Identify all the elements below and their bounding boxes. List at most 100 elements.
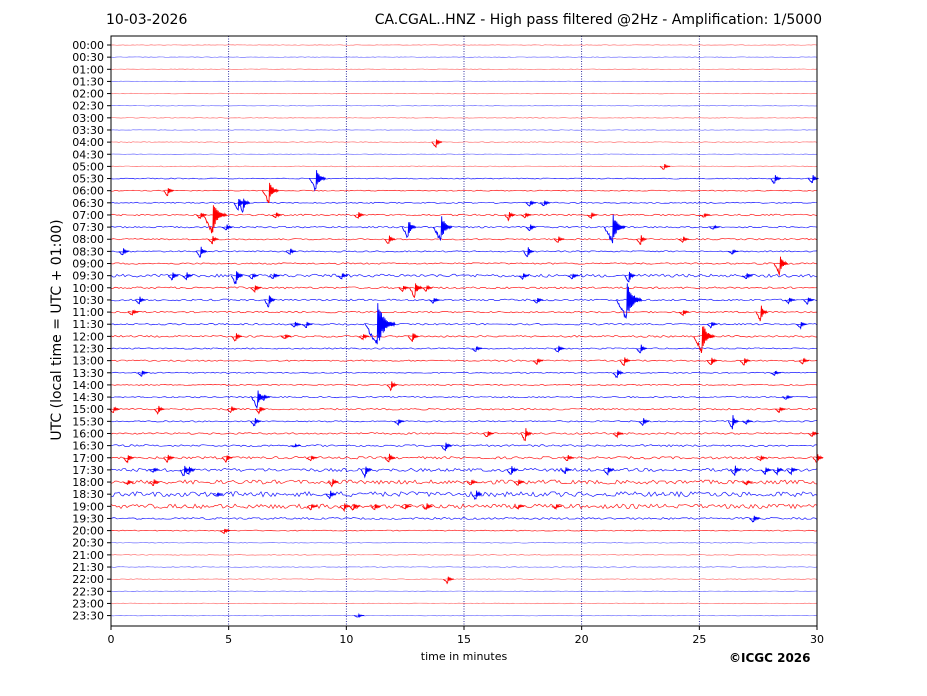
event-108 bbox=[812, 454, 824, 463]
event-102 bbox=[163, 454, 174, 464]
event-69 bbox=[693, 326, 715, 353]
event-26 bbox=[384, 235, 396, 244]
y-tick-label-04:00: 04:00 bbox=[72, 136, 104, 149]
trace-03:30 bbox=[110, 129, 818, 131]
y-axis-label: UTC (local time = UTC + 01:00) bbox=[49, 219, 65, 441]
event-113 bbox=[506, 466, 518, 475]
event-114 bbox=[560, 467, 572, 475]
event-133 bbox=[400, 503, 412, 510]
y-tick-label-20:30: 20:30 bbox=[72, 537, 104, 550]
event-76 bbox=[739, 358, 751, 366]
event-107 bbox=[756, 455, 767, 462]
event-23 bbox=[603, 214, 626, 244]
event-5 bbox=[163, 188, 175, 197]
trace-00:00 bbox=[110, 44, 818, 46]
y-tick-label-08:30: 08:30 bbox=[72, 245, 104, 258]
event-117 bbox=[760, 467, 772, 475]
y-tick-label-17:00: 17:00 bbox=[72, 452, 104, 465]
event-101 bbox=[123, 455, 134, 464]
trace-11:30 bbox=[110, 323, 818, 326]
event-136 bbox=[551, 503, 563, 510]
y-tick-label-07:30: 07:30 bbox=[72, 221, 104, 234]
event-1 bbox=[659, 164, 671, 170]
event-104 bbox=[306, 455, 318, 462]
seismic-events bbox=[109, 139, 824, 618]
event-110 bbox=[179, 465, 191, 477]
trace-08:30 bbox=[110, 250, 818, 253]
event-79 bbox=[612, 369, 624, 379]
event-58 bbox=[678, 310, 690, 317]
event-129 bbox=[306, 503, 318, 511]
y-tick-label-08:00: 08:00 bbox=[72, 233, 104, 246]
y-tick-label-11:30: 11:30 bbox=[72, 318, 104, 331]
event-41 bbox=[337, 272, 349, 280]
seismic-traces bbox=[110, 44, 818, 617]
event-49 bbox=[422, 284, 433, 292]
event-29 bbox=[678, 236, 690, 243]
event-87 bbox=[226, 406, 238, 414]
x-tick-label-5: 5 bbox=[225, 633, 232, 646]
event-105 bbox=[384, 453, 396, 463]
event-43 bbox=[568, 273, 579, 280]
y-tick-label-05:00: 05:00 bbox=[72, 160, 104, 173]
event-97 bbox=[612, 430, 624, 439]
event-54 bbox=[616, 283, 643, 319]
event-118 bbox=[772, 467, 784, 476]
event-73 bbox=[532, 357, 544, 365]
event-9 bbox=[525, 200, 537, 207]
event-0 bbox=[431, 139, 443, 149]
trace-20:30 bbox=[110, 541, 818, 544]
y-tick-label-15:00: 15:00 bbox=[72, 403, 104, 416]
y-tick-label-20:00: 20:00 bbox=[72, 525, 104, 538]
trace-18:30 bbox=[110, 490, 818, 498]
trace-03:00 bbox=[110, 117, 818, 119]
event-89 bbox=[775, 407, 786, 414]
y-tick-label-22:00: 22:00 bbox=[72, 573, 104, 586]
y-tick-label-23:30: 23:30 bbox=[72, 610, 104, 623]
event-64 bbox=[796, 322, 807, 330]
trace-05:30 bbox=[110, 177, 818, 180]
grid-lines bbox=[228, 36, 700, 626]
event-66 bbox=[280, 334, 292, 340]
y-tick-label-21:30: 21:30 bbox=[72, 561, 104, 574]
y-tick-label-11:00: 11:00 bbox=[72, 306, 104, 319]
y-tick-label-19:00: 19:00 bbox=[72, 500, 104, 513]
event-103 bbox=[221, 455, 233, 463]
event-140 bbox=[353, 612, 365, 618]
y-tick-label-14:00: 14:00 bbox=[72, 379, 104, 392]
event-111 bbox=[184, 466, 196, 476]
event-137 bbox=[749, 515, 760, 523]
x-tick-label-10: 10 bbox=[339, 633, 353, 646]
event-62 bbox=[364, 303, 396, 345]
event-91 bbox=[393, 419, 405, 426]
trace-23:00 bbox=[110, 602, 818, 605]
event-45 bbox=[742, 273, 753, 280]
event-8 bbox=[237, 198, 251, 213]
event-21 bbox=[432, 216, 453, 241]
y-tick-label-03:00: 03:00 bbox=[72, 112, 104, 125]
y-tick-label-04:30: 04:30 bbox=[72, 148, 104, 161]
event-53 bbox=[532, 298, 544, 304]
event-63 bbox=[706, 321, 718, 329]
event-27 bbox=[553, 236, 565, 243]
event-83 bbox=[259, 394, 271, 401]
event-34 bbox=[728, 249, 739, 255]
x-tick-label-30: 30 bbox=[810, 633, 824, 646]
y-tick-label-13:30: 13:30 bbox=[72, 367, 104, 380]
event-88 bbox=[255, 407, 266, 415]
event-3 bbox=[770, 175, 782, 184]
y-tick-label-16:00: 16:00 bbox=[72, 427, 104, 440]
trace-14:00 bbox=[110, 383, 818, 386]
y-tick-label-16:30: 16:30 bbox=[72, 440, 104, 453]
event-28 bbox=[636, 235, 647, 245]
event-77 bbox=[798, 357, 810, 365]
trace-08:00 bbox=[110, 238, 818, 241]
y-tick-label-18:00: 18:00 bbox=[72, 476, 104, 489]
event-24 bbox=[709, 224, 720, 230]
event-39 bbox=[247, 273, 259, 280]
trace-04:00 bbox=[110, 141, 818, 143]
trace-11:00 bbox=[110, 310, 818, 314]
event-138 bbox=[219, 528, 231, 535]
event-30 bbox=[118, 248, 130, 256]
